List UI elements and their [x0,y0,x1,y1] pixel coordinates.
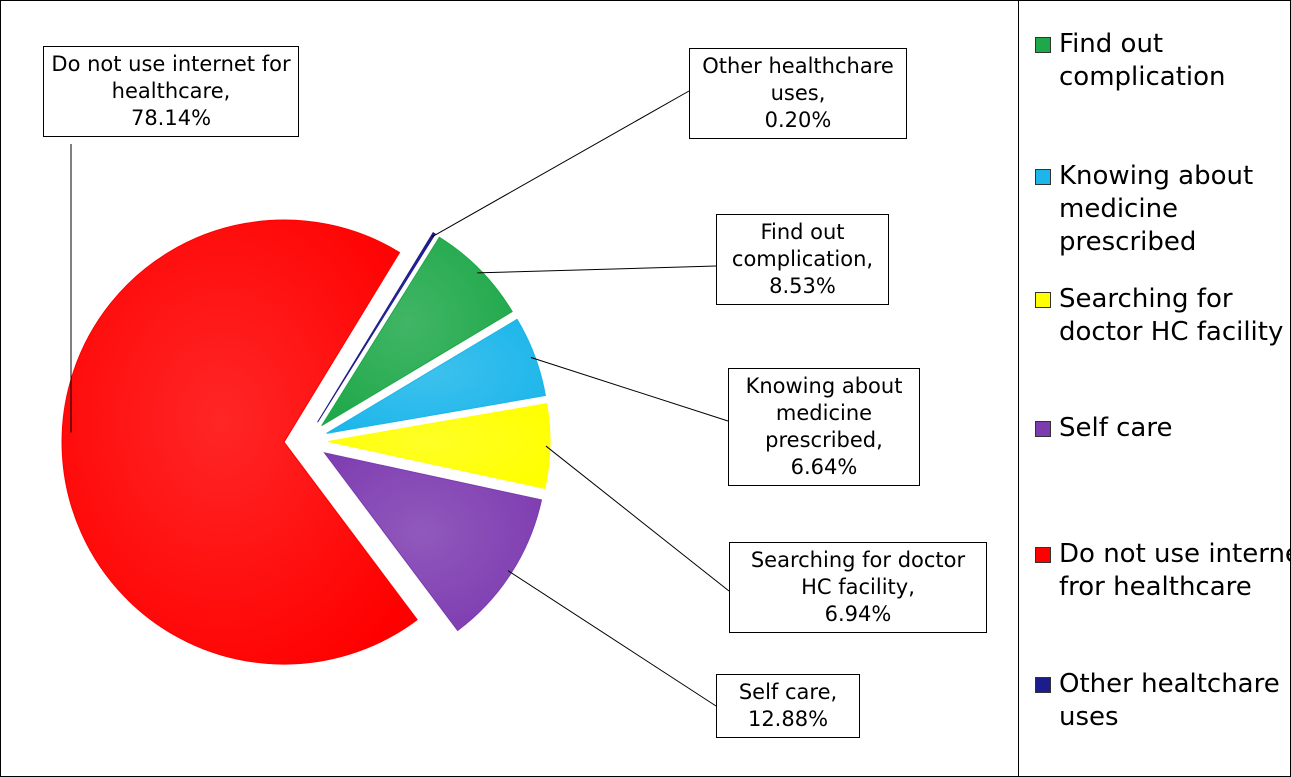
data-label: Other healthchare uses, 0.20% [689,48,907,139]
legend-item: Knowing about medicine prescribed [1035,160,1290,259]
leader-line [545,445,730,592]
legend-swatch [1035,292,1051,308]
legend-item: Do not use internet fror healthcare [1035,538,1291,604]
leader-line [530,357,729,422]
legend-text: Self care [1059,413,1173,443]
value-label: 0.20% [764,108,832,132]
pie-slice [327,403,551,490]
pie-slice [326,318,546,434]
pie-slice [317,232,436,423]
data-label: Searching for doctor HC facility, 6.94% [729,542,987,633]
data-label: Find out complication, 8.53% [716,214,889,305]
legend-text: Do not use internet fror healthcare [1059,539,1291,602]
legend-text: Find out complication [1059,29,1226,92]
legend-swatch [1035,547,1051,563]
legend-text: Knowing about medicine prescribed [1059,161,1254,257]
value-label: 6.64% [790,455,858,479]
data-label: Knowing about medicine prescribed, 6.64% [728,368,920,486]
value-label: 12.88% [747,707,829,731]
leader-line [431,90,690,238]
legend-swatch [1035,421,1051,437]
label-name: Do not use internet for healthcare, [51,52,291,103]
data-label: Self care, 12.88% [716,674,860,738]
value-label: 6.94% [824,602,892,626]
label-name: Find out complication, [731,220,874,271]
legend: Find out complication Knowing about medic… [1018,1,1291,776]
pie-area [61,90,730,707]
legend-item: Searching for doctor HC facility [1035,283,1290,349]
value-label: 78.14% [130,106,212,130]
label-name: Other healthchare uses, [702,54,894,105]
legend-item: Self care [1035,412,1290,445]
leader-line [507,570,717,707]
legend-item: Find out complication [1035,28,1290,94]
legend-swatch [1035,37,1051,53]
label-name: Knowing about medicine prescribed, [745,374,903,452]
legend-text: Searching for doctor HC facility [1059,284,1284,347]
value-label: 8.53% [769,274,836,298]
label-name: Self care, [738,680,838,704]
pie-slice [321,236,513,427]
data-label: Do not use internet for healthcare, 78.14… [43,46,299,137]
legend-text: Other healtchare uses [1059,669,1280,732]
legend-swatch [1035,677,1051,693]
legend-item: Other healtchare uses [1035,668,1290,734]
leader-line [477,265,717,274]
pie-slice [61,219,418,665]
legend-swatch [1035,169,1051,185]
label-name: Searching for doctor HC facility, [750,548,966,599]
